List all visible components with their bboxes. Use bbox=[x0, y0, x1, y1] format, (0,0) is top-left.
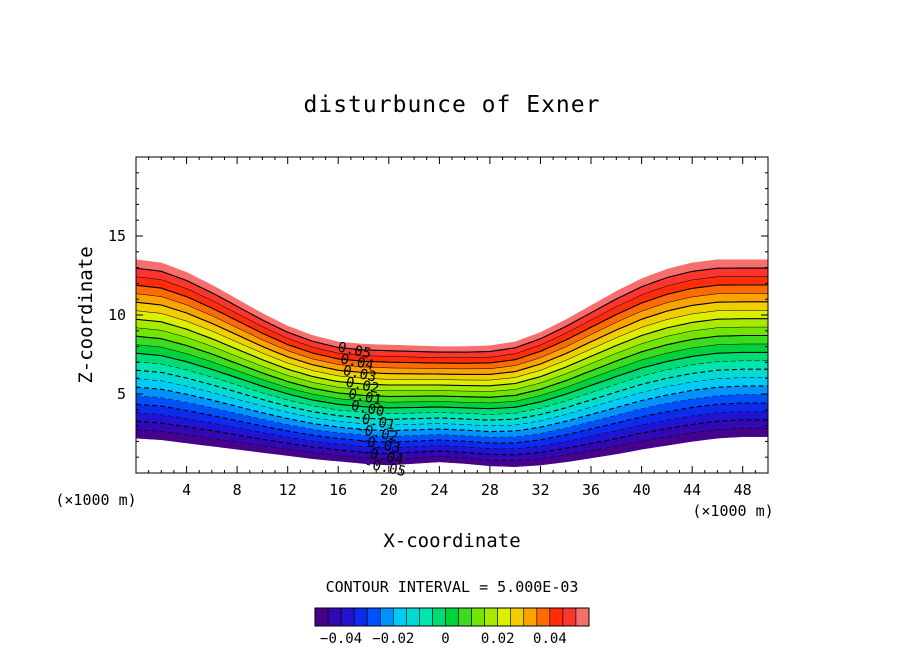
colorbar-cell bbox=[406, 607, 420, 627]
colorbar-cell bbox=[353, 607, 368, 627]
x-axis: 4 8 12 16 20 24 28 32 36 40 44 48 bbox=[148, 157, 756, 499]
contour-label: 0.05 bbox=[336, 339, 372, 362]
chart-title: disturbunce of Exner bbox=[304, 92, 601, 118]
contour-line bbox=[136, 402, 768, 444]
colorbar-tick-label: 0.04 bbox=[533, 631, 567, 647]
contour-line bbox=[136, 360, 768, 415]
contour-line bbox=[136, 293, 768, 370]
colorbar-cell bbox=[471, 607, 485, 627]
y-axis-title: Z-coordinate bbox=[75, 246, 97, 383]
contour-label: 0.02 bbox=[344, 375, 380, 398]
colorbar bbox=[314, 607, 590, 627]
contour-line bbox=[136, 276, 768, 358]
contour-line bbox=[136, 351, 768, 410]
x-unit-label-right: (×1000 m) bbox=[692, 502, 773, 520]
y-tick-label: 5 bbox=[117, 385, 126, 403]
contour-label: 0.01 bbox=[347, 386, 383, 409]
x-tick-label: 8 bbox=[233, 481, 242, 499]
colorbar-cell bbox=[484, 607, 498, 627]
x-tick-label: 28 bbox=[481, 481, 499, 499]
y-axis: 5 10 15 bbox=[108, 172, 768, 458]
contour-line bbox=[136, 368, 768, 421]
contour-line bbox=[136, 310, 768, 381]
colorbar-cell bbox=[497, 607, 512, 627]
contour-line bbox=[136, 326, 768, 392]
colorbar-cell bbox=[523, 607, 538, 627]
x-tick-label: 12 bbox=[279, 481, 297, 499]
colorbar-tick-label: −0.04 bbox=[320, 631, 362, 647]
contour-line bbox=[136, 318, 768, 387]
colorbar-tick-label: 0 bbox=[441, 631, 449, 647]
contour-line bbox=[136, 411, 768, 450]
contour-line bbox=[136, 385, 768, 433]
colorbar-cell bbox=[458, 607, 472, 627]
x-tick-label: 44 bbox=[683, 481, 701, 499]
colorbar-cell bbox=[445, 607, 459, 627]
x-tick-label: 36 bbox=[582, 481, 600, 499]
x-tick-label: 4 bbox=[182, 481, 191, 499]
x-tick-label: 24 bbox=[430, 481, 448, 499]
colorbar-cell bbox=[340, 607, 355, 627]
colorbar-cell bbox=[536, 607, 551, 627]
contour-line bbox=[136, 334, 768, 398]
y-tick-label: 15 bbox=[108, 227, 126, 245]
contour-line bbox=[136, 419, 768, 456]
y-tick-label: 10 bbox=[108, 306, 126, 324]
colorbar-cell bbox=[510, 607, 525, 627]
contour-line bbox=[136, 301, 768, 375]
x-unit-label-left: (×1000 m) bbox=[55, 491, 136, 509]
colorbar-tick-label: 0.02 bbox=[481, 631, 515, 647]
contour-line bbox=[136, 377, 768, 427]
contour-lines bbox=[136, 267, 768, 461]
x-tick-label: 20 bbox=[380, 481, 398, 499]
colorbar-cell bbox=[314, 607, 329, 627]
contour-label: 0.04 bbox=[339, 351, 375, 374]
x-tick-label: 40 bbox=[633, 481, 651, 499]
colorbar-cell bbox=[562, 607, 577, 627]
contour-label: 0.00 bbox=[349, 398, 385, 421]
colorbar-tick-label: −0.02 bbox=[372, 631, 414, 647]
colorbar-cell bbox=[366, 607, 381, 627]
colorbar-cell bbox=[392, 607, 407, 627]
x-tick-label: 16 bbox=[329, 481, 347, 499]
contour-labels: 0.050.040.030.020.010.00-0.01-0.02-0.03-… bbox=[336, 339, 407, 480]
contour-label: 0.03 bbox=[341, 363, 377, 386]
colorbar-cell bbox=[327, 607, 342, 627]
x-tick-label: 48 bbox=[734, 481, 752, 499]
colorbar-cell bbox=[549, 607, 564, 627]
contour-line bbox=[136, 394, 768, 438]
x-axis-title: X-coordinate bbox=[383, 530, 520, 552]
contour-interval-note: CONTOUR INTERVAL = 5.000E-03 bbox=[326, 578, 579, 596]
colorbar-cell bbox=[575, 607, 590, 627]
colorbar-cell bbox=[419, 607, 433, 627]
x-tick-label: 32 bbox=[531, 481, 549, 499]
colorbar-frame bbox=[314, 607, 590, 627]
contour-line bbox=[136, 284, 768, 364]
contour-line bbox=[136, 343, 768, 404]
colorbar-cell bbox=[432, 607, 446, 627]
contour-line bbox=[136, 267, 768, 353]
colorbar-ticks: −0.04 −0.02 0 0.02 0.04 bbox=[320, 631, 567, 647]
colorbar-cell bbox=[379, 607, 394, 627]
contour-line bbox=[136, 427, 768, 461]
